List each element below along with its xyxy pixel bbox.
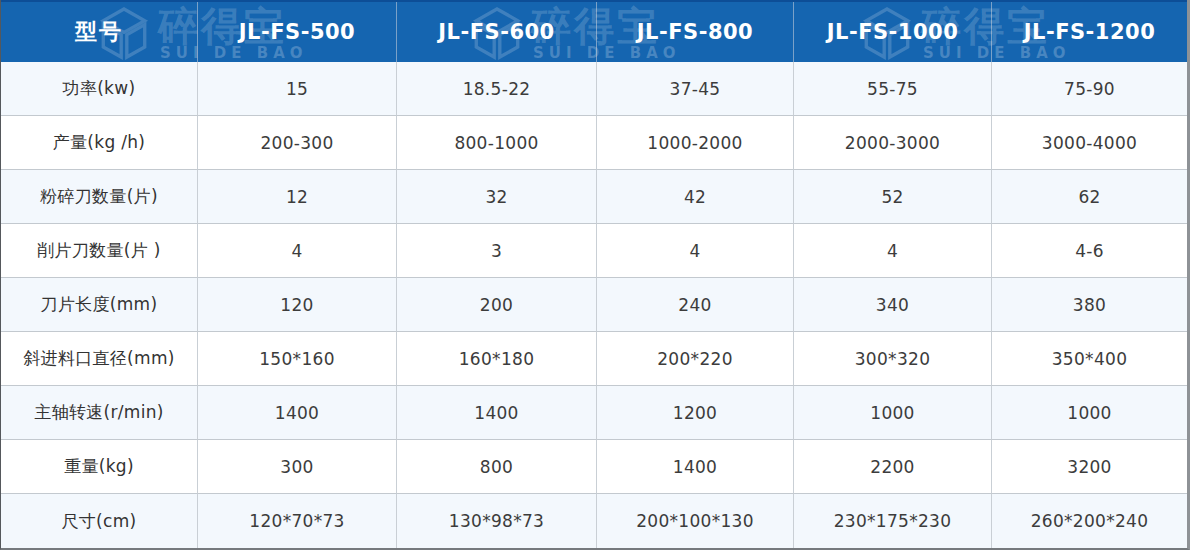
table-cell: 12 bbox=[198, 170, 397, 224]
table-cell: 380 bbox=[992, 278, 1187, 332]
table-cell: 260*200*240 bbox=[992, 494, 1187, 548]
table-cell: 3200 bbox=[992, 440, 1187, 494]
table-body: 功率(kw) 15 18.5-22 37-45 55-75 75-90 产量(k… bbox=[1, 62, 1187, 548]
table-cell: 62 bbox=[992, 170, 1187, 224]
table-cell: 1200 bbox=[597, 386, 794, 440]
table-cell: 15 bbox=[198, 62, 397, 116]
table-cell: 2200 bbox=[794, 440, 992, 494]
table-row-spindle-speed: 主轴转速(r/min) 1400 1400 1200 1000 1000 bbox=[1, 386, 1187, 440]
table-cell: 1000-2000 bbox=[597, 116, 794, 170]
table-header-row: 碎得宝 SUI DE BAO 碎得宝 SUI DE BAO 碎得宝 bbox=[1, 0, 1187, 62]
table-cell: 4 bbox=[597, 224, 794, 278]
table-cell: 55-75 bbox=[794, 62, 992, 116]
table-cell: 2000-3000 bbox=[794, 116, 992, 170]
table-cell: 75-90 bbox=[992, 62, 1187, 116]
table-cell: 18.5-22 bbox=[397, 62, 597, 116]
row-label: 刀片长度(mm) bbox=[1, 278, 198, 332]
product-spec-table: 碎得宝 SUI DE BAO 碎得宝 SUI DE BAO 碎得宝 bbox=[0, 0, 1190, 550]
table-cell: 120 bbox=[198, 278, 397, 332]
table-cell: 300*320 bbox=[794, 332, 992, 386]
table-row-crush-blades: 粉碎刀数量(片) 12 32 42 52 62 bbox=[1, 170, 1187, 224]
table-cell: 340 bbox=[794, 278, 992, 332]
table-row-power: 功率(kw) 15 18.5-22 37-45 55-75 75-90 bbox=[1, 62, 1187, 116]
table-row-blade-length: 刀片长度(mm) 120 200 240 340 380 bbox=[1, 278, 1187, 332]
row-label: 斜进料口直径(mm) bbox=[1, 332, 198, 386]
table-cell: 52 bbox=[794, 170, 992, 224]
column-header-jl-fs-1200: JL-FS-1200 bbox=[992, 2, 1187, 62]
row-label: 粉碎刀数量(片) bbox=[1, 170, 198, 224]
table-row-weight: 重量(kg) 300 800 1400 2200 3200 bbox=[1, 440, 1187, 494]
table-cell: 4-6 bbox=[992, 224, 1187, 278]
table-cell: 200-300 bbox=[198, 116, 397, 170]
table-cell: 240 bbox=[597, 278, 794, 332]
table-cell: 200*220 bbox=[597, 332, 794, 386]
table-cell: 37-45 bbox=[597, 62, 794, 116]
table-row-inlet-diameter: 斜进料口直径(mm) 150*160 160*180 200*220 300*3… bbox=[1, 332, 1187, 386]
row-label: 功率(kw) bbox=[1, 62, 198, 116]
table-cell: 160*180 bbox=[397, 332, 597, 386]
column-header-model: 型号 bbox=[1, 2, 198, 62]
table-cell: 150*160 bbox=[198, 332, 397, 386]
column-header-jl-fs-800: JL-FS-800 bbox=[597, 2, 794, 62]
column-header-jl-fs-1000: JL-FS-1000 bbox=[794, 2, 992, 62]
table-cell: 350*400 bbox=[992, 332, 1187, 386]
table-row-capacity: 产量(kg /h) 200-300 800-1000 1000-2000 200… bbox=[1, 116, 1187, 170]
table-cell: 3000-4000 bbox=[992, 116, 1187, 170]
table-cell: 230*175*230 bbox=[794, 494, 992, 548]
table-cell: 200 bbox=[397, 278, 597, 332]
table-cell: 1000 bbox=[992, 386, 1187, 440]
table-cell: 1400 bbox=[597, 440, 794, 494]
row-label: 削片刀数量(片 ) bbox=[1, 224, 198, 278]
row-label: 重量(kg) bbox=[1, 440, 198, 494]
table-cell: 800 bbox=[397, 440, 597, 494]
table-cell: 120*70*73 bbox=[198, 494, 397, 548]
table-cell: 4 bbox=[198, 224, 397, 278]
column-header-jl-fs-500: JL-FS-500 bbox=[198, 2, 397, 62]
table-cell: 32 bbox=[397, 170, 597, 224]
table-cell: 3 bbox=[397, 224, 597, 278]
table-cell: 300 bbox=[198, 440, 397, 494]
table-cell: 1000 bbox=[794, 386, 992, 440]
table-cell: 1400 bbox=[397, 386, 597, 440]
table-cell: 200*100*130 bbox=[597, 494, 794, 548]
table-cell: 130*98*73 bbox=[397, 494, 597, 548]
row-label: 尺寸(cm) bbox=[1, 494, 198, 548]
table-cell: 4 bbox=[794, 224, 992, 278]
column-header-jl-fs-600: JL-FS-600 bbox=[397, 2, 597, 62]
table-cell: 800-1000 bbox=[397, 116, 597, 170]
table-row-dimensions: 尺寸(cm) 120*70*73 130*98*73 200*100*130 2… bbox=[1, 494, 1187, 548]
table-cell: 1400 bbox=[198, 386, 397, 440]
row-label: 产量(kg /h) bbox=[1, 116, 198, 170]
row-label: 主轴转速(r/min) bbox=[1, 386, 198, 440]
table-row-chip-blades: 削片刀数量(片 ) 4 3 4 4 4-6 bbox=[1, 224, 1187, 278]
table-cell: 42 bbox=[597, 170, 794, 224]
